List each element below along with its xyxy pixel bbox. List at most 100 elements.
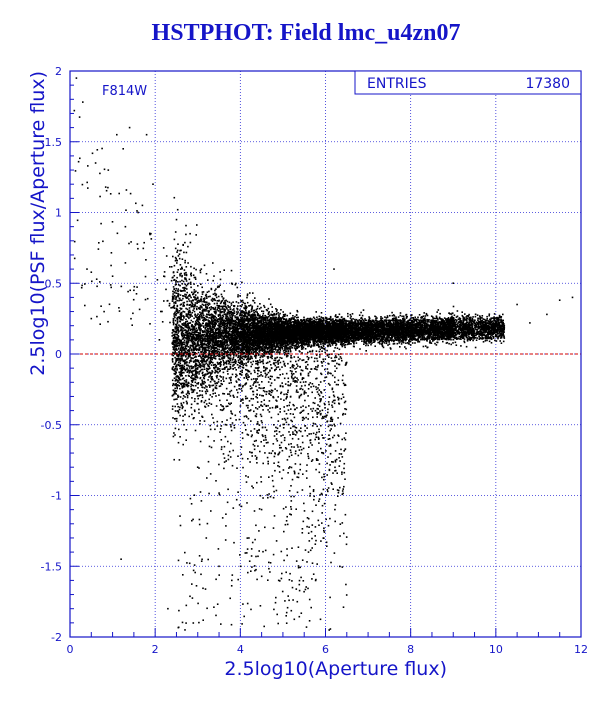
scatter-point bbox=[251, 434, 253, 436]
scatter-point bbox=[289, 312, 292, 315]
scatter-point bbox=[283, 423, 286, 426]
scatter-point bbox=[252, 360, 255, 363]
scatter-point bbox=[211, 297, 214, 300]
scatter-point bbox=[315, 539, 317, 542]
scatter-point bbox=[217, 378, 220, 381]
scatter-point bbox=[255, 381, 257, 384]
scatter-point bbox=[296, 377, 298, 379]
scatter-point bbox=[240, 354, 242, 356]
scatter-point bbox=[465, 334, 467, 337]
scatter-point bbox=[225, 377, 228, 380]
scatter-point bbox=[237, 366, 240, 369]
scatter-point bbox=[191, 333, 193, 336]
scatter-point bbox=[183, 272, 186, 275]
scatter-point bbox=[341, 359, 343, 362]
scatter-point bbox=[477, 330, 480, 333]
scatter-point bbox=[461, 311, 463, 313]
scatter-point bbox=[470, 321, 472, 324]
scatter-point bbox=[205, 392, 207, 395]
scatter-point bbox=[268, 319, 271, 322]
scatter-point bbox=[251, 363, 254, 366]
scatter-point bbox=[242, 466, 244, 469]
scatter-point bbox=[184, 409, 186, 412]
scatter-point bbox=[380, 317, 382, 320]
scatter-point bbox=[203, 364, 205, 367]
scatter-point bbox=[343, 437, 346, 439]
scatter-point bbox=[379, 335, 381, 338]
scatter-point bbox=[279, 348, 282, 350]
scatter-point bbox=[342, 606, 345, 608]
scatter-point bbox=[312, 401, 315, 404]
scatter-point bbox=[238, 384, 240, 387]
scatter-point bbox=[237, 302, 240, 304]
scatter-point bbox=[208, 314, 211, 317]
scatter-point bbox=[456, 325, 458, 328]
scatter-point bbox=[256, 347, 258, 349]
scatter-point bbox=[401, 337, 403, 339]
scatter-point bbox=[193, 389, 196, 391]
scatter-point bbox=[312, 343, 315, 345]
scatter-point bbox=[479, 315, 481, 317]
scatter-point bbox=[474, 328, 477, 330]
scatter-point bbox=[200, 368, 203, 371]
scatter-point bbox=[502, 321, 504, 324]
scatter-point bbox=[480, 322, 482, 324]
scatter-point bbox=[227, 304, 229, 307]
scatter-point bbox=[220, 439, 223, 441]
scatter-point bbox=[213, 367, 215, 369]
scatter-point bbox=[430, 336, 432, 338]
scatter-point bbox=[171, 361, 174, 363]
scatter-point bbox=[213, 327, 216, 330]
scatter-point bbox=[270, 329, 272, 331]
scatter-point bbox=[171, 335, 173, 337]
scatter-point bbox=[333, 410, 336, 413]
scatter-point bbox=[314, 579, 317, 582]
scatter-point bbox=[435, 337, 437, 339]
scatter-point bbox=[266, 456, 269, 459]
scatter-point bbox=[326, 354, 329, 357]
scatter-point bbox=[254, 297, 256, 299]
scatter-point bbox=[263, 365, 265, 368]
scatter-point bbox=[332, 391, 335, 393]
scatter-point bbox=[179, 414, 181, 417]
scatter-point bbox=[283, 530, 285, 533]
scatter-point bbox=[305, 338, 308, 340]
scatter-point bbox=[341, 345, 344, 348]
scatter-point bbox=[184, 368, 187, 371]
scatter-point bbox=[324, 351, 326, 354]
scatter-point bbox=[269, 331, 271, 333]
scatter-point bbox=[230, 376, 232, 379]
scatter-point bbox=[212, 333, 214, 336]
scatter-point bbox=[444, 321, 447, 324]
scatter-point bbox=[458, 321, 461, 324]
scatter-point bbox=[269, 347, 271, 349]
scatter-point bbox=[202, 365, 205, 368]
scatter-point bbox=[281, 477, 283, 480]
scatter-point bbox=[234, 359, 237, 362]
scatter-point bbox=[223, 347, 226, 349]
scatter-point bbox=[270, 350, 273, 353]
scatter-point bbox=[220, 325, 223, 328]
scatter-point bbox=[275, 366, 278, 369]
scatter-point bbox=[310, 344, 313, 347]
scatter-point bbox=[375, 331, 378, 334]
scatter-point bbox=[315, 468, 317, 471]
scatter-point bbox=[181, 274, 183, 277]
scatter-point bbox=[331, 404, 333, 407]
scatter-point bbox=[253, 315, 255, 317]
scatter-point bbox=[193, 400, 196, 403]
scatter-point bbox=[229, 347, 231, 349]
scatter-point bbox=[253, 322, 256, 324]
scatter-point bbox=[321, 493, 323, 496]
scatter-point bbox=[216, 351, 219, 354]
scatter-point bbox=[197, 297, 199, 299]
scatter-point bbox=[185, 285, 188, 287]
scatter-point bbox=[240, 400, 242, 402]
scatter-point bbox=[194, 355, 197, 358]
scatter-point bbox=[217, 372, 219, 374]
scatter-point bbox=[330, 418, 332, 421]
scatter-point bbox=[259, 361, 261, 364]
scatter-point bbox=[247, 374, 249, 376]
scatter-point bbox=[331, 336, 333, 338]
scatter-point bbox=[244, 384, 246, 386]
